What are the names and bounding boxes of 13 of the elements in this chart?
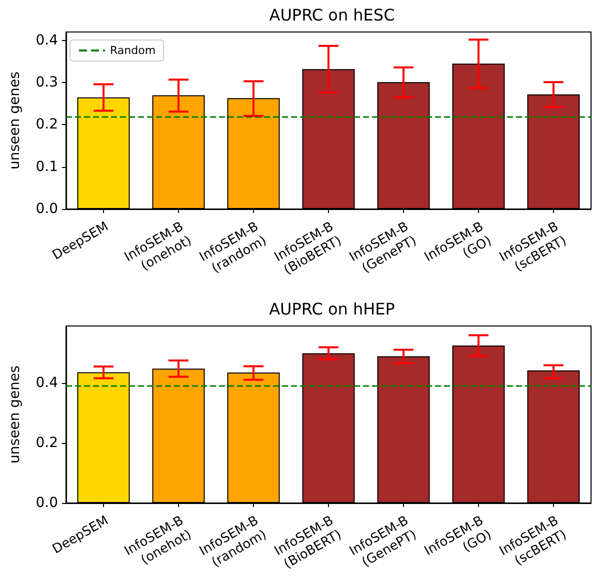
y-tick-label: 0.2 — [36, 116, 58, 133]
y-tick-label: 0.4 — [36, 32, 58, 48]
y-axis-title: unseen genes — [7, 72, 23, 170]
chart-title: AUPRC on hESC — [269, 6, 395, 24]
y-tick-label: 0.1 — [36, 158, 58, 175]
y-tick-label: 0.3 — [36, 74, 58, 91]
y-tick-label: 0.4 — [36, 375, 58, 391]
y-axis-title: unseen genes — [7, 366, 23, 464]
y-tick-label: 0.0 — [36, 201, 58, 217]
chart-title: AUPRC on hHEP — [269, 300, 396, 318]
y-tick-label: 0.2 — [36, 435, 58, 451]
legend-label: Random — [110, 44, 156, 57]
y-tick-label: 0.0 — [36, 495, 58, 511]
